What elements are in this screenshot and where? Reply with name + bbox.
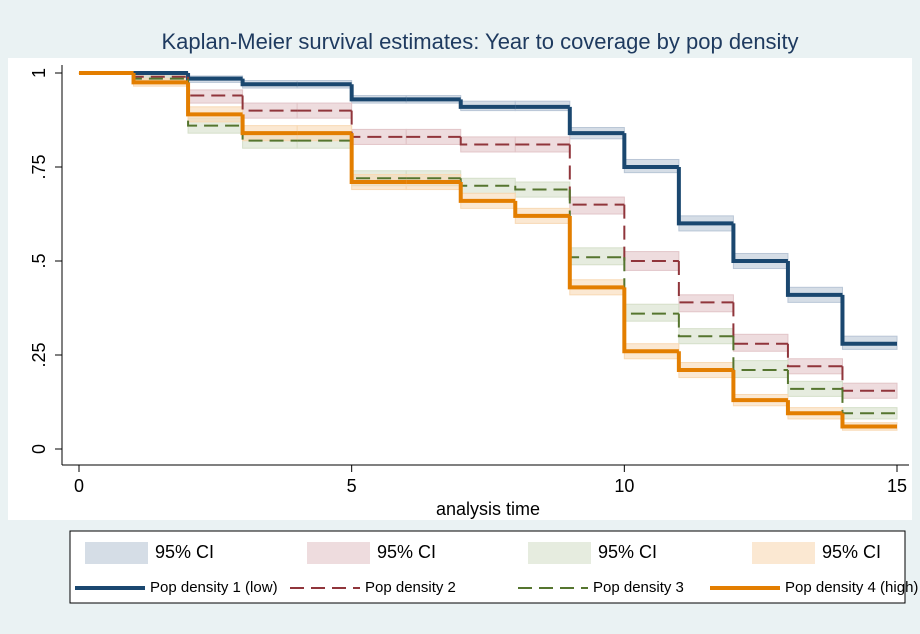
survival-step (131, 73, 189, 85)
y-tick-label: .25 (29, 342, 49, 367)
y-tick-label: .5 (29, 253, 49, 268)
survival-step (677, 313, 734, 338)
survival-step (677, 261, 734, 304)
survival-step (240, 114, 298, 136)
survival-step (786, 343, 843, 368)
y-tick-label: 1 (29, 68, 49, 78)
survival-step (240, 78, 298, 87)
survival-step (622, 287, 679, 354)
x-tick-label: 15 (887, 476, 907, 496)
x-axis-title: analysis time (436, 499, 540, 519)
legend-ci-label: 95% CI (155, 542, 214, 562)
legend-ci-swatch (752, 542, 815, 564)
legend-label: Pop density 1 (low) (150, 579, 278, 596)
survival-step (568, 144, 625, 206)
survival-step (676, 351, 734, 373)
survival-step (676, 167, 734, 226)
legend-ci-swatch (85, 542, 148, 564)
survival-step (567, 215, 625, 290)
legend-ci-swatch (528, 542, 591, 564)
survival-step (840, 413, 897, 429)
survival-step (567, 106, 625, 136)
survival-step (513, 200, 570, 218)
survival-step (731, 223, 788, 263)
survival-step (458, 99, 516, 109)
legend-ci-swatch (307, 542, 370, 564)
plot-background (8, 58, 912, 520)
x-tick-label: 10 (614, 476, 634, 496)
survival-step (514, 185, 570, 191)
survival-step (622, 133, 679, 169)
survival-step (623, 204, 679, 262)
survival-step (187, 78, 243, 127)
survival-step (785, 400, 843, 416)
survival-step (786, 370, 843, 390)
survival-step (349, 84, 407, 102)
survival-step (458, 182, 516, 203)
survival-step (840, 294, 897, 346)
legend-ci-label: 95% CI (822, 542, 881, 562)
y-tick-label: .75 (29, 154, 49, 179)
survival-step (623, 257, 679, 315)
survival-step (785, 261, 843, 297)
legend-label: Pop density 4 (high) (785, 579, 918, 596)
survival-step (732, 302, 788, 345)
legend-ci-label: 95% CI (598, 542, 657, 562)
legend-ci-label: 95% CI (377, 542, 436, 562)
survival-step (186, 82, 243, 117)
x-tick-label: 5 (347, 476, 357, 496)
survival-step (349, 133, 407, 185)
legend-label: Pop density 2 (365, 579, 456, 596)
chart-title: Kaplan-Meier survival estimates: Year to… (161, 29, 798, 54)
survival-step (459, 136, 516, 146)
y-tick-label: 0 (29, 444, 49, 454)
survival-step (241, 95, 298, 112)
legend-label: Pop density 3 (593, 579, 684, 596)
x-tick-label: 0 (74, 476, 84, 496)
survival-step (731, 370, 788, 403)
